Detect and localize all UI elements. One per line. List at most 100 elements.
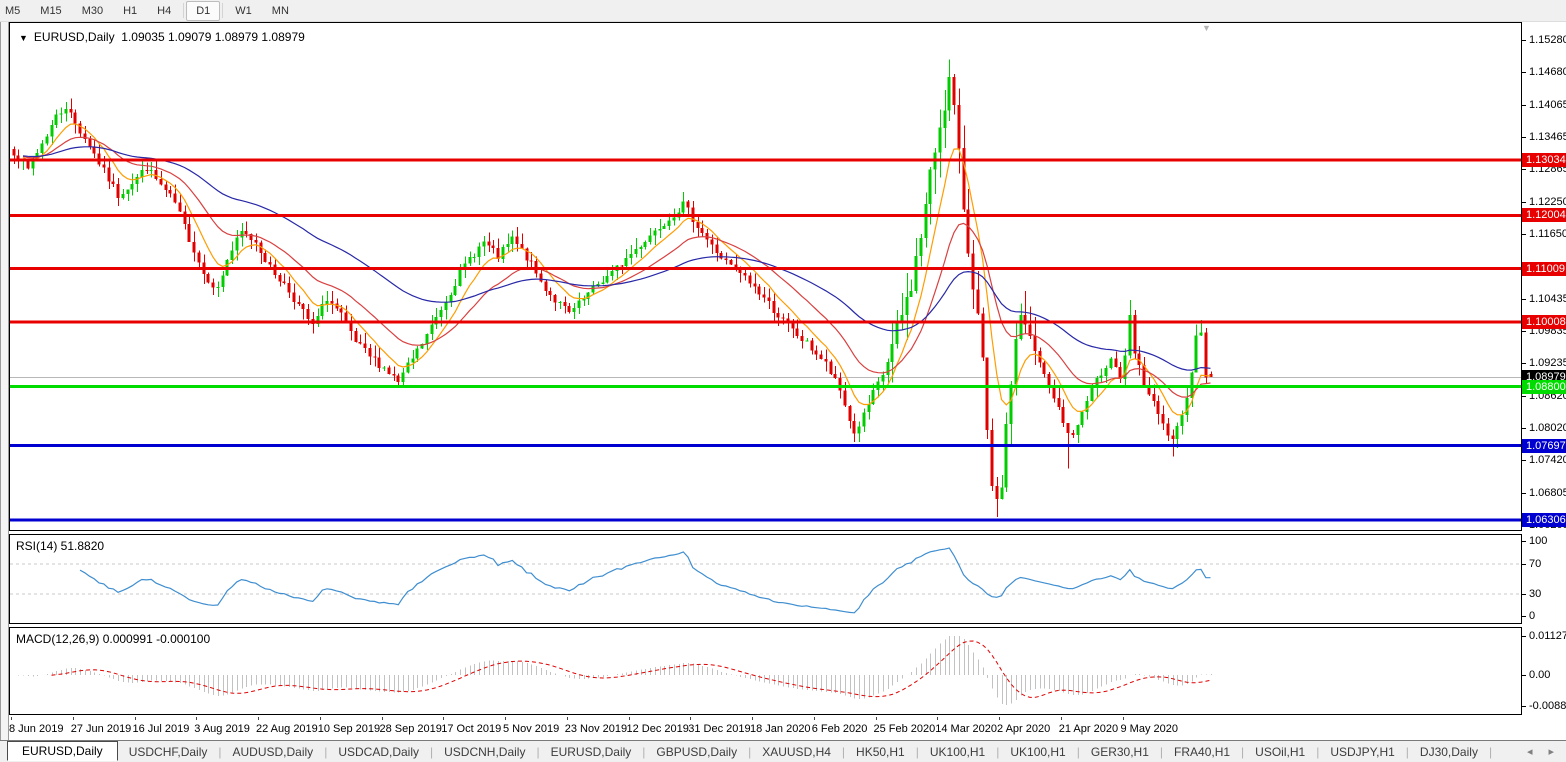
date-label: 10 Sep 2019 xyxy=(317,723,381,735)
date-label: 6 Feb 2020 xyxy=(811,723,868,735)
tab-scroll-left-icon[interactable]: ◂ xyxy=(1526,746,1533,758)
chart-tab-usdcnh-daily[interactable]: USDCNH,Daily xyxy=(444,744,526,759)
rsi-tick: 100 xyxy=(1529,535,1548,547)
date-tick xyxy=(1060,717,1062,720)
timeframe-button-m5[interactable]: M5 xyxy=(5,4,21,17)
timeframe-button-h1[interactable]: H1 xyxy=(123,4,138,17)
macd-tick-mark xyxy=(1522,675,1526,676)
date-label: 5 Nov 2019 xyxy=(503,723,560,735)
chart-column: ▼ EURUSD,Daily 1.09035 1.09079 1.08979 1.… xyxy=(9,22,1522,740)
chart-tab-eurusd-daily[interactable]: EURUSD,Daily xyxy=(7,740,118,761)
date-label: 25 Feb 2020 xyxy=(873,723,936,735)
rsi-tick-mark xyxy=(1522,541,1526,542)
price-tick: 1.06805 xyxy=(1529,487,1566,499)
date-label: 14 Mar 2020 xyxy=(935,723,998,735)
date-tick xyxy=(443,717,445,720)
tab-separator: | xyxy=(1405,744,1409,759)
price-tick: 1.09235 xyxy=(1529,357,1566,369)
price-tick: 1.15280 xyxy=(1529,34,1566,46)
tab-separator: | xyxy=(915,744,919,759)
window-left-edge xyxy=(0,22,9,740)
chart-tab-gbpusd-daily[interactable]: GBPUSD,Daily xyxy=(656,744,738,759)
price-axis[interactable]: 1.15280 1.14680 1.14065 1.13465 1.12865 1.122… xyxy=(1522,22,1566,740)
chart-tab-uk100-h1[interactable]: UK100,H1 xyxy=(929,744,986,759)
macd-tick: 0.00 xyxy=(1529,669,1551,681)
timeframe-button-w1[interactable]: W1 xyxy=(235,4,252,17)
date-tick xyxy=(196,717,198,720)
price-tick-mark xyxy=(1522,331,1526,332)
date-tick xyxy=(752,717,753,720)
rsi-tick-mark xyxy=(1522,594,1526,595)
price-chart-panel[interactable]: ▼ EURUSD,Daily 1.09035 1.09079 1.08979 1.… xyxy=(9,22,1522,531)
chart-tab-usdchf-daily[interactable]: USDCHF,Daily xyxy=(128,744,208,759)
price-tick-mark xyxy=(1522,105,1526,106)
rsi-panel[interactable]: RSI(14) 51.8820 xyxy=(9,534,1522,624)
date-label: 16 Jul 2019 xyxy=(132,723,190,735)
date-label: 12 Dec 2019 xyxy=(626,723,689,735)
rsi-title: RSI(14) 51.8820 xyxy=(16,539,105,553)
price-tick: 1.14680 xyxy=(1529,66,1566,78)
date-label: 21 Apr 2020 xyxy=(1058,723,1119,735)
date-label: 28 Sep 2019 xyxy=(379,723,442,735)
timeframe-button-m15[interactable]: M15 xyxy=(40,4,62,17)
tab-separator: | xyxy=(1076,744,1080,759)
date-tick xyxy=(505,717,506,720)
rsi-line xyxy=(79,547,1211,614)
date-tick xyxy=(72,717,74,720)
date-tick xyxy=(11,717,12,720)
chart-tab-dj30-daily[interactable]: DJ30,Daily xyxy=(1419,744,1478,759)
date-axis[interactable]: 8 Jun 2019 27 Jun 2019 16 Jul 2019 3 Aug 20… xyxy=(9,717,1522,740)
macd-title: MACD(12,26,9) 0.000991 -0.000100 xyxy=(16,632,211,646)
tab-scroll-right-icon[interactable]: ▸ xyxy=(1548,746,1554,758)
chart-tab-uk100-h1[interactable]: UK100,H1 xyxy=(1010,744,1066,759)
price-tick: 1.12250 xyxy=(1529,196,1566,208)
date-label: 22 Aug 2019 xyxy=(256,723,318,735)
rsi-tick-mark xyxy=(1522,564,1526,565)
date-label: 2 Apr 2020 xyxy=(997,723,1051,735)
chart-tab-usdjpy-h1[interactable]: USDJPY,H1 xyxy=(1330,744,1395,759)
price-tick: 1.07420 xyxy=(1529,454,1566,466)
date-label: 17 Oct 2019 xyxy=(441,723,502,735)
chart-symbol-label: EURUSD,Daily xyxy=(33,30,115,44)
rsi-chart[interactable] xyxy=(10,535,1521,623)
chart-menu-icon[interactable]: ▼ xyxy=(19,33,28,43)
chart-tab-hk50-h1[interactable]: HK50,H1 xyxy=(856,744,905,759)
chart-tabs: EURUSD,Daily USDCHF,Daily | AUDUSD,Daily | US… xyxy=(0,740,1566,762)
timeframe-button-m30[interactable]: M30 xyxy=(81,4,104,17)
date-tick xyxy=(813,717,815,720)
chart-shift-icon[interactable]: ▼ xyxy=(1202,23,1211,33)
date-tick xyxy=(319,717,321,720)
date-tick xyxy=(628,717,630,720)
chart-tab-eurusd-daily[interactable]: EURUSD,Daily xyxy=(550,744,632,759)
chart-tab-xauusd-h4[interactable]: XAUUSD,H4 xyxy=(762,744,831,759)
tab-separator: | xyxy=(642,744,646,759)
tab-separator: | xyxy=(1488,744,1493,759)
chart-tab-fra40-h1[interactable]: FRA40,H1 xyxy=(1174,744,1231,759)
timeframe-button-h4[interactable]: H4 xyxy=(157,4,172,17)
price-badge-1.11009: 1.11009 xyxy=(1522,262,1566,276)
timeframe-button-mn[interactable]: MN xyxy=(271,4,289,17)
price-tick-mark xyxy=(1522,234,1526,235)
date-tick xyxy=(937,717,939,720)
chart-tab-usdcad-daily[interactable]: USDCAD,Daily xyxy=(338,744,419,759)
timeframe-toolbar: M5 M15 M30 H1 H4 D1 W1 MN xyxy=(0,0,1566,22)
chart-ohlc-values: 1.09035 1.09079 1.08979 1.08979 xyxy=(121,30,305,44)
timeframe-button-d1[interactable]: D1 xyxy=(186,0,221,21)
chart-tab-audusd-daily[interactable]: AUDUSD,Daily xyxy=(232,744,314,759)
macd-panel[interactable]: MACD(12,26,9) 0.000991 -0.000100 xyxy=(9,627,1522,715)
date-tick xyxy=(690,717,692,720)
chart-tab-usoil-h1[interactable]: USOil,H1 xyxy=(1255,744,1306,759)
macd-tick-mark xyxy=(1522,636,1526,637)
candlestick-chart[interactable] xyxy=(10,23,1521,530)
date-label: 9 May 2020 xyxy=(1120,723,1178,735)
tab-separator: | xyxy=(1241,744,1245,759)
price-tick: 1.11650 xyxy=(1529,228,1566,240)
rsi-tick: 30 xyxy=(1529,588,1542,600)
price-tick-mark xyxy=(1522,169,1526,170)
price-badge-1.06306: 1.06306 xyxy=(1522,513,1566,527)
chart-tab-ger30-h1[interactable]: GER30,H1 xyxy=(1090,744,1149,759)
macd-chart[interactable] xyxy=(10,628,1521,714)
date-label: 31 Dec 2019 xyxy=(688,723,751,735)
date-tick xyxy=(1122,717,1124,720)
rsi-tick: 0 xyxy=(1529,610,1536,622)
